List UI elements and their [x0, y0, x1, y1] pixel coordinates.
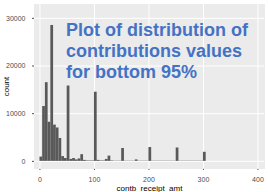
- svg-text:count: count: [2, 76, 11, 96]
- svg-text:20000: 20000: [6, 62, 26, 69]
- svg-text:0: 0: [22, 158, 26, 165]
- svg-text:100: 100: [89, 176, 101, 183]
- svg-text:10000: 10000: [6, 110, 26, 117]
- html-text:Plot of distribution of contri: Plot of distribution of contributions va…: [66, 20, 248, 82]
- svg-text:0: 0: [38, 176, 42, 183]
- svg-text:200: 200: [143, 176, 155, 183]
- svg-text:300: 300: [198, 176, 210, 183]
- svg-text:30000: 30000: [6, 15, 26, 22]
- svg-text:400: 400: [252, 176, 264, 183]
- svg-text:contb_receipt_amt: contb_receipt_amt: [117, 184, 184, 192]
